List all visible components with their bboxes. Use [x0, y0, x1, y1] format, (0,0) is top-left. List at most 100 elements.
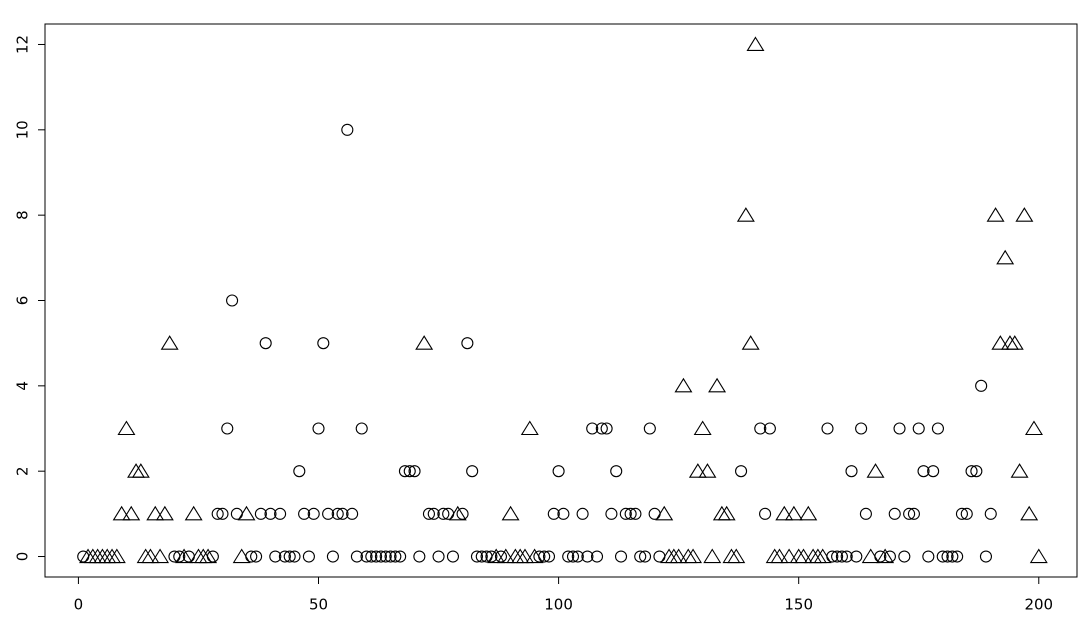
point	[991, 335, 1010, 350]
point	[850, 550, 863, 563]
point	[230, 507, 243, 520]
y-tick-label: 6	[14, 296, 32, 306]
point	[996, 249, 1015, 265]
point	[965, 465, 978, 478]
point	[619, 507, 632, 520]
point	[912, 422, 925, 435]
point	[931, 422, 944, 435]
point	[855, 422, 868, 435]
point	[293, 465, 306, 478]
point	[461, 337, 474, 350]
point	[893, 422, 906, 435]
y-tick-label: 0	[14, 552, 32, 562]
y-tick-label: 12	[14, 35, 32, 54]
point	[845, 465, 858, 478]
point	[951, 550, 964, 563]
point	[562, 550, 575, 563]
point	[735, 465, 748, 478]
point	[614, 550, 628, 563]
point	[365, 550, 378, 563]
point	[674, 377, 693, 393]
point	[754, 422, 767, 435]
point	[784, 505, 803, 521]
point	[794, 548, 813, 564]
point	[1005, 335, 1024, 350]
point	[571, 550, 584, 563]
point	[960, 507, 973, 520]
point	[840, 550, 853, 563]
point	[146, 505, 165, 521]
point	[259, 337, 272, 350]
point	[876, 548, 895, 564]
point	[117, 420, 136, 436]
point	[586, 422, 599, 435]
point	[408, 465, 421, 478]
point	[1020, 505, 1039, 521]
point	[1029, 548, 1048, 564]
point	[669, 548, 688, 564]
point	[317, 337, 330, 350]
point	[746, 36, 765, 52]
y-tick-label: 2	[14, 466, 32, 476]
point	[221, 422, 234, 435]
point	[542, 550, 556, 563]
point	[859, 507, 872, 520]
point	[525, 548, 544, 564]
x-tick-label: 150	[784, 596, 813, 614]
point	[799, 505, 818, 521]
point	[629, 507, 642, 520]
point	[312, 422, 325, 435]
point	[326, 550, 339, 563]
point	[232, 548, 251, 564]
point	[160, 335, 179, 350]
point	[581, 550, 594, 563]
point	[655, 505, 674, 521]
point	[1024, 420, 1043, 436]
point	[331, 507, 344, 520]
point	[151, 548, 170, 564]
point	[413, 550, 426, 563]
point	[379, 550, 392, 563]
point	[155, 505, 174, 521]
point	[780, 548, 799, 564]
point	[278, 550, 291, 563]
point	[520, 420, 539, 436]
point	[866, 463, 885, 478]
point	[1015, 207, 1034, 222]
point	[264, 507, 277, 520]
point	[1010, 463, 1029, 478]
point	[835, 550, 848, 563]
point	[442, 507, 455, 520]
point	[917, 465, 930, 478]
point	[475, 550, 488, 563]
point	[653, 550, 666, 563]
point	[432, 550, 445, 563]
point	[770, 548, 789, 564]
point	[288, 550, 301, 563]
point	[107, 548, 126, 564]
point	[970, 465, 983, 478]
point	[341, 123, 354, 136]
point	[775, 505, 794, 521]
point	[374, 550, 387, 563]
point	[415, 335, 434, 350]
point	[898, 550, 911, 563]
point	[437, 507, 450, 520]
y-tick-label: 8	[14, 210, 32, 220]
point	[384, 550, 397, 563]
point	[501, 505, 520, 521]
point	[984, 507, 997, 520]
point	[557, 507, 570, 520]
point	[605, 507, 618, 520]
point	[131, 463, 150, 478]
point	[516, 548, 534, 564]
point	[538, 550, 551, 563]
point	[703, 548, 722, 564]
point	[322, 507, 335, 520]
point	[941, 550, 954, 563]
point	[708, 377, 727, 393]
point	[245, 550, 258, 563]
y-tick-label: 4	[14, 381, 32, 391]
point	[269, 550, 282, 563]
point	[955, 507, 968, 520]
